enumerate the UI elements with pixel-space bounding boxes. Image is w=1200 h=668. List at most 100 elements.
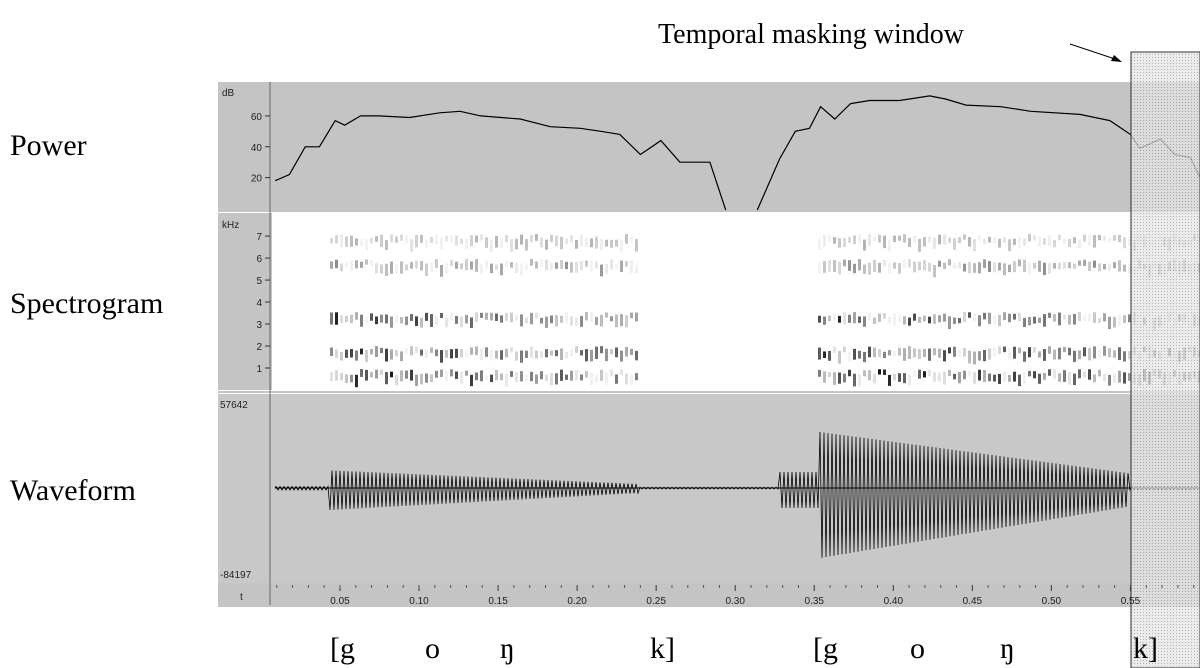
spectrogram-texture: [485, 374, 488, 381]
spectrogram-texture: [878, 349, 881, 358]
spectrogram-texture: [1103, 346, 1106, 356]
spectrogram-texture: [1098, 263, 1101, 272]
spectrogram-texture: [993, 346, 996, 357]
spectrogram-texture: [828, 315, 831, 322]
spectrogram-texture: [1113, 316, 1116, 328]
spectrogram-texture: [635, 264, 638, 274]
spectrogram-texture: [873, 373, 876, 384]
segment: o: [910, 632, 925, 665]
spectrogram-texture: [953, 346, 956, 357]
spectrogram-texture: [490, 312, 493, 321]
spectrogram-texture: [575, 239, 578, 249]
spectrogram-texture: [1048, 346, 1051, 354]
spectrogram-texture: [858, 234, 861, 245]
spectrogram-texture: [848, 314, 851, 323]
masking-window: [1130, 51, 1200, 668]
spectrogram-texture: [913, 235, 916, 244]
spectrogram-texture: [1013, 313, 1016, 320]
spectrogram-texture: [948, 369, 951, 377]
spectrogram-texture: [490, 263, 493, 274]
spectrogram-texture: [898, 347, 901, 356]
spectrogram-texture: [390, 234, 393, 243]
spectrogram-texture: [460, 316, 463, 328]
spectrogram-texture: [908, 317, 911, 326]
spectrogram-texture: [928, 369, 931, 377]
spectrogram-texture: [425, 312, 428, 321]
y-tick-label: 7: [256, 232, 262, 243]
spectrogram-texture: [600, 369, 603, 381]
spectrogram-texture: [360, 369, 363, 377]
spectrogram-texture: [355, 350, 358, 361]
spectrogram-texture: [585, 260, 588, 267]
spectrogram-texture: [1023, 238, 1026, 246]
spectrogram-texture: [340, 234, 343, 247]
spectrogram-texture: [843, 373, 846, 383]
spectrogram-texture: [888, 263, 891, 274]
spectrogram-texture: [490, 239, 493, 252]
spectrogram-texture: [550, 262, 553, 270]
spectrogram-texture: [515, 238, 518, 250]
spectrogram-texture: [560, 348, 563, 361]
spectrogram: [330, 234, 1200, 388]
spectrogram-texture: [923, 371, 926, 378]
x-tick-label: 0.10: [409, 596, 429, 607]
spectrogram-texture: [833, 237, 836, 244]
x-tick-label: 0.40: [884, 596, 904, 607]
spectrogram-texture: [510, 239, 513, 252]
spectrogram-texture: [928, 348, 931, 361]
spectrogram-texture: [355, 238, 358, 246]
spectrogram-texture: [898, 314, 901, 323]
spectrogram-texture: [1088, 313, 1091, 323]
spectrogram-texture: [1068, 238, 1071, 248]
spectrogram-texture: [340, 373, 343, 381]
spectrogram-texture: [370, 348, 373, 355]
segment: k]: [1133, 632, 1158, 665]
spectrogram-texture: [888, 316, 891, 324]
spectrogram-texture: [415, 316, 418, 327]
spectrogram-texture: [1118, 234, 1121, 243]
spectrogram-texture: [450, 259, 453, 267]
spectrogram-texture: [350, 260, 353, 272]
spectrogram-texture: [863, 239, 866, 251]
spectrogram-texture: [380, 314, 383, 323]
spectrogram-texture: [380, 264, 383, 274]
spectrogram-texture: [933, 237, 936, 249]
spectrogram-texture: [390, 349, 393, 360]
spectrogram-texture: [893, 313, 896, 326]
spectrogram-texture: [550, 315, 553, 324]
spectrogram-texture: [400, 370, 403, 382]
spectrogram-texture: [485, 347, 488, 357]
spectrogram-texture: [1093, 312, 1096, 323]
spectrogram-texture: [953, 238, 956, 250]
spectrogram-texture: [625, 373, 628, 385]
spectrogram-texture: [833, 313, 836, 321]
spectrogram-texture: [345, 349, 348, 358]
spectrogram-texture: [570, 348, 573, 357]
spectrogram-texture: [365, 349, 368, 362]
row-label: Spectrogram: [10, 287, 163, 320]
spectrogram-texture: [908, 237, 911, 247]
spectrogram-texture: [370, 371, 373, 378]
spectrogram-texture: [908, 374, 911, 386]
spectrogram-texture: [868, 234, 871, 246]
spectrogram-texture: [1013, 261, 1016, 273]
spectrogram-texture: [838, 350, 841, 364]
spectrogram-texture: [1033, 262, 1036, 269]
spectrogram-texture: [335, 349, 338, 359]
spectrogram-texture: [460, 238, 463, 245]
spectrogram-texture: [858, 259, 861, 271]
spectrogram-texture: [983, 370, 986, 383]
spectrogram-texture: [500, 263, 503, 276]
spectrogram-texture: [1083, 371, 1086, 378]
spectrogram-texture: [380, 347, 383, 354]
spectrogram-texture: [495, 350, 498, 359]
spectrogram-texture: [1123, 315, 1126, 323]
spectrogram-texture: [505, 373, 508, 387]
annotation: Temporal masking window: [658, 19, 965, 50]
spectrogram-texture: [853, 348, 856, 360]
spectrogram-texture: [938, 372, 941, 382]
spectrogram-texture: [1083, 347, 1086, 357]
spectrogram-texture: [873, 236, 876, 242]
spectrogram-texture: [485, 237, 488, 249]
spectrogram-texture: [893, 235, 896, 243]
